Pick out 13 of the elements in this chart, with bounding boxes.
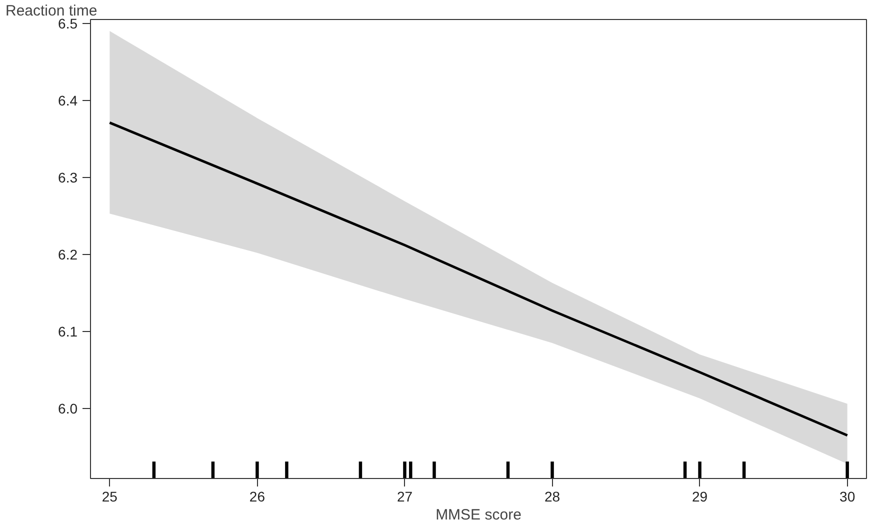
x-tick-label: 30: [840, 488, 856, 504]
x-tick-label: 26: [249, 488, 266, 504]
y-tick-label: 6.3: [58, 169, 78, 186]
y-tick-label: 6.1: [58, 323, 78, 340]
y-tick-label: 6.4: [58, 92, 78, 108]
x-tick-label: 28: [544, 488, 560, 504]
y-tick-label: 6.0: [58, 400, 78, 416]
x-tick-label: 25: [102, 488, 118, 504]
x-tick-label: 27: [396, 488, 413, 504]
line-series: [108, 121, 849, 437]
x-axis-title: MMSE score: [436, 506, 522, 524]
y-tick-label: 6.2: [58, 246, 78, 262]
x-tick-label: 29: [692, 488, 708, 504]
